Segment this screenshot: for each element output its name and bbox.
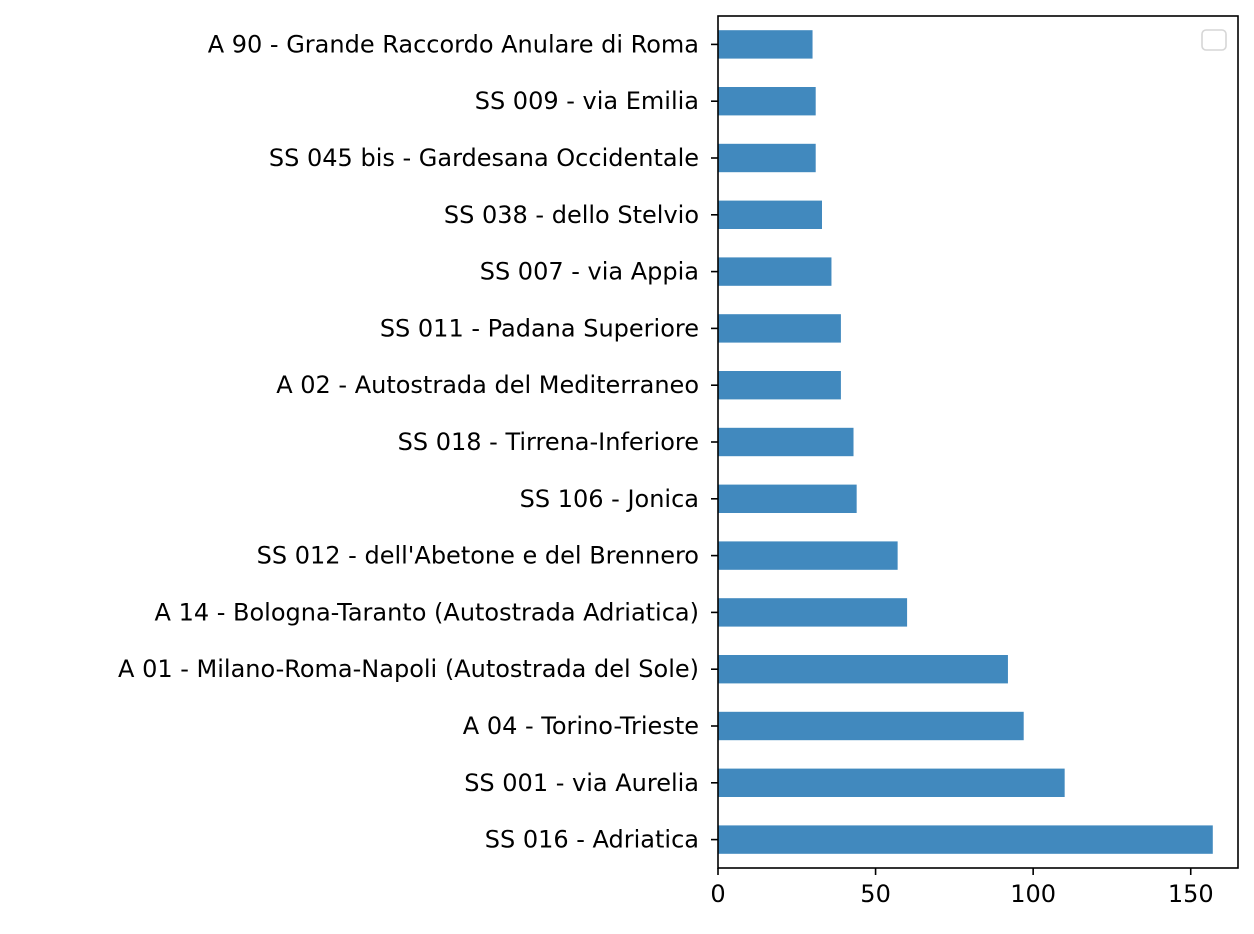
y-tick-label: SS 106 - Jonica bbox=[520, 485, 699, 513]
y-axis-ticks: SS 016 - Adriatica SS 001 - via Aurelia A … bbox=[118, 30, 718, 854]
bar bbox=[718, 30, 813, 59]
y-tick-label: SS 045 bis - Gardesana Occidentale bbox=[269, 144, 699, 172]
x-tick-label: 100 bbox=[1010, 880, 1056, 908]
x-tick-label: 0 bbox=[710, 880, 725, 908]
y-tick-label: SS 018 - Tirrena-Inferiore bbox=[398, 428, 699, 456]
x-tick-label: 50 bbox=[860, 880, 891, 908]
bar bbox=[718, 541, 898, 570]
plot-frame bbox=[717, 15, 1239, 869]
x-tick-label: 150 bbox=[1168, 880, 1214, 908]
y-tick-label: SS 012 - dell'Abetone e del Brennero bbox=[257, 542, 699, 570]
y-tick-label: SS 038 - dello Stelvio bbox=[444, 201, 699, 229]
bar bbox=[718, 484, 857, 513]
y-tick-label: A 02 - Autostrada del Mediterraneo bbox=[276, 371, 699, 399]
bar bbox=[718, 200, 822, 229]
y-tick-label: SS 009 - via Emilia bbox=[475, 87, 699, 115]
bar bbox=[718, 711, 1024, 741]
bar-series bbox=[718, 30, 1213, 854]
bar bbox=[718, 314, 841, 343]
bar bbox=[718, 143, 816, 173]
y-tick-label: SS 011 - Padana Superiore bbox=[380, 314, 699, 342]
y-tick-label: A 04 - Torino-Trieste bbox=[463, 712, 699, 740]
y-tick-label: SS 001 - via Aurelia bbox=[464, 769, 699, 797]
bar bbox=[718, 598, 908, 627]
legend-box bbox=[1201, 29, 1227, 51]
bar bbox=[718, 768, 1065, 797]
y-tick-label: A 14 - Bologna-Taranto (Autostrada Adria… bbox=[155, 598, 699, 626]
bar bbox=[718, 825, 1213, 854]
bar bbox=[718, 371, 841, 400]
y-tick-label: A 90 - Grande Raccordo Anulare di Roma bbox=[208, 30, 699, 58]
bar bbox=[718, 655, 1008, 684]
x-axis-ticks: 0 50 100 150 bbox=[710, 868, 1214, 908]
y-tick-label: SS 007 - via Appia bbox=[480, 258, 699, 286]
bar bbox=[718, 87, 816, 116]
bar bbox=[718, 257, 832, 286]
bar bbox=[718, 427, 854, 457]
y-tick-label: A 01 - Milano-Roma-Napoli (Autostrada de… bbox=[118, 655, 699, 683]
y-tick-label: SS 016 - Adriatica bbox=[485, 826, 699, 854]
